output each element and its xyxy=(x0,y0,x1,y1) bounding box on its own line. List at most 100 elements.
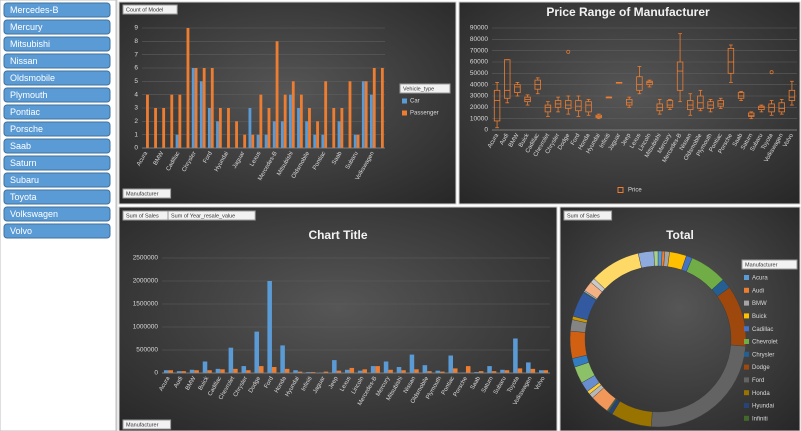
slicer-item[interactable] xyxy=(3,70,111,86)
slicer-item-label[interactable]: Subaru xyxy=(10,175,39,185)
slicer-item[interactable] xyxy=(3,155,111,171)
slicer-item[interactable] xyxy=(3,2,111,18)
field-button-label[interactable]: Sum of Sales xyxy=(126,213,159,219)
field-button-label[interactable]: Manufacturer xyxy=(126,422,159,428)
slicer-item[interactable] xyxy=(3,36,111,52)
slicer-item-label[interactable]: Volkswagen xyxy=(10,209,58,219)
field-button[interactable] xyxy=(122,4,178,15)
slicer-item-label[interactable]: Oldsmobile xyxy=(10,73,55,83)
field-button[interactable] xyxy=(563,210,613,221)
field-button[interactable] xyxy=(122,188,172,199)
slicer-item-label[interactable]: Pontiac xyxy=(10,107,41,117)
box xyxy=(697,95,704,109)
field-button[interactable] xyxy=(167,210,256,221)
box xyxy=(768,103,775,113)
box xyxy=(717,100,724,107)
bar xyxy=(380,68,384,148)
bar xyxy=(487,366,492,373)
slicer-item-label[interactable]: Saab xyxy=(10,141,31,151)
slicer-item[interactable] xyxy=(3,206,111,222)
bar xyxy=(543,370,549,373)
slicer-item-label[interactable]: Toyota xyxy=(10,192,37,202)
slicer-item-label[interactable]: Volvo xyxy=(10,226,32,236)
legend-swatch xyxy=(744,403,749,408)
bar xyxy=(530,368,536,373)
bar xyxy=(241,366,247,373)
bar xyxy=(280,345,285,373)
y-tick-label: 70000 xyxy=(470,47,488,54)
legend-title[interactable]: Manufacturer xyxy=(745,262,778,268)
bar xyxy=(332,360,337,373)
legend-swatch xyxy=(744,313,749,319)
bar xyxy=(235,121,238,148)
field-button[interactable] xyxy=(122,419,172,430)
slicer-item[interactable] xyxy=(3,121,111,137)
chart-panel xyxy=(118,206,558,431)
bar xyxy=(474,372,479,373)
legend-label: Chevrolet xyxy=(752,340,778,346)
legend-label: Ford xyxy=(752,378,764,384)
field-button-label[interactable]: Sum of Sales xyxy=(567,213,600,219)
bar xyxy=(453,368,458,373)
x-tick-label: Ford xyxy=(203,151,214,165)
x-tick-label: Ford xyxy=(570,133,581,147)
y-tick-label: 0 xyxy=(134,145,138,152)
legend-dropdown[interactable] xyxy=(741,259,798,270)
slicer-item-label[interactable]: Mercury xyxy=(10,22,43,32)
bar xyxy=(162,108,166,148)
bar xyxy=(189,369,195,373)
bar xyxy=(218,108,222,148)
bar xyxy=(216,121,219,148)
field-button-label[interactable]: Sum of Year_resale_value xyxy=(171,213,235,219)
slicer-item[interactable] xyxy=(3,138,111,154)
slicer-item-label[interactable]: Mercedes-B xyxy=(10,5,59,15)
legend-dropdown[interactable] xyxy=(399,83,451,94)
bar xyxy=(435,370,441,373)
bar xyxy=(364,81,368,148)
slicer-item[interactable] xyxy=(3,53,111,69)
field-button-label[interactable]: Count of Model xyxy=(126,7,163,13)
bar xyxy=(337,121,341,148)
slicer-item[interactable] xyxy=(3,223,111,239)
slicer-item-label[interactable]: Nissan xyxy=(10,56,38,66)
slicer-item-label[interactable]: Plymouth xyxy=(10,90,48,100)
slicer-item-label[interactable]: Mitsubishi xyxy=(10,39,50,49)
bar xyxy=(427,371,432,373)
slicer-item[interactable] xyxy=(3,19,111,35)
y-tick-label: 1500000 xyxy=(133,301,159,308)
legend-scroll: Acura Audi BMW Buick Cadillac Chevrolet Chrysl… xyxy=(744,275,778,421)
slicer-item[interactable] xyxy=(3,172,111,188)
slicer-item[interactable] xyxy=(3,87,111,103)
slicer-item[interactable] xyxy=(3,189,111,205)
box xyxy=(504,59,511,99)
bar xyxy=(321,134,325,148)
bar xyxy=(478,371,484,373)
x-tick-label: Ford xyxy=(264,376,275,390)
bar xyxy=(272,121,276,148)
bar xyxy=(243,134,247,148)
legend-swatch xyxy=(744,287,749,293)
y-tick-label: 4 xyxy=(134,91,138,98)
y-tick-label: 7 xyxy=(134,51,138,58)
bar xyxy=(308,108,311,148)
slicer-item[interactable] xyxy=(3,104,111,120)
box xyxy=(788,89,796,101)
box xyxy=(727,48,735,74)
slicer-item-label[interactable]: Porsche xyxy=(10,124,43,134)
slicer-item-label[interactable]: Saturn xyxy=(10,158,37,168)
legend-label: Car xyxy=(410,99,420,105)
bar xyxy=(284,368,290,373)
y-tick-label: 10000 xyxy=(470,115,488,122)
box xyxy=(493,89,501,122)
bar xyxy=(194,370,199,373)
bar xyxy=(440,371,445,373)
y-tick-label: 9 xyxy=(134,25,138,32)
bar xyxy=(170,94,174,148)
field-button-label[interactable]: Manufacturer xyxy=(126,191,159,197)
box xyxy=(646,80,653,86)
bar xyxy=(375,366,380,373)
bar xyxy=(297,371,303,373)
legend-title[interactable]: Vehicle_type xyxy=(403,86,434,92)
bar xyxy=(194,68,198,148)
